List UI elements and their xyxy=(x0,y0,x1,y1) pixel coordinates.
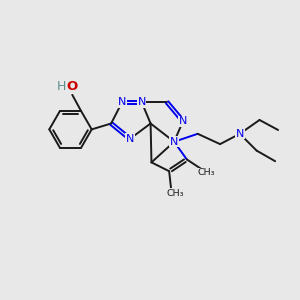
Text: O: O xyxy=(66,80,77,93)
Text: N: N xyxy=(236,129,244,139)
Text: N: N xyxy=(170,137,178,147)
Text: N: N xyxy=(118,97,126,107)
Text: H: H xyxy=(56,80,66,93)
Text: N: N xyxy=(179,116,187,126)
Text: O: O xyxy=(66,80,77,93)
Text: N: N xyxy=(126,134,134,144)
Text: H: H xyxy=(56,80,66,93)
Text: CH₃: CH₃ xyxy=(167,189,184,198)
Text: CH₃: CH₃ xyxy=(197,168,215,177)
Text: N: N xyxy=(138,97,146,107)
